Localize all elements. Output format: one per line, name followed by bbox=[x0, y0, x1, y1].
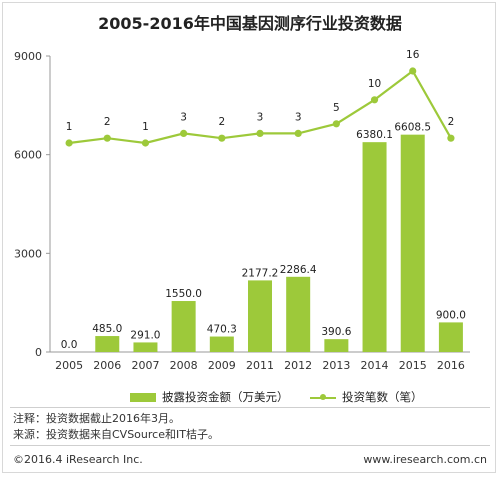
bar-value-label: 2177.2 bbox=[242, 267, 279, 279]
line-value-label: 3 bbox=[257, 111, 264, 123]
x-tick-label: 2009 bbox=[208, 359, 236, 372]
bar bbox=[324, 339, 349, 352]
line-point bbox=[447, 134, 455, 142]
line-value-label: 2 bbox=[448, 116, 455, 128]
line-value-label: 3 bbox=[180, 111, 187, 123]
bar-value-label: 291.0 bbox=[130, 329, 160, 341]
line-point bbox=[141, 139, 150, 147]
line-value-label: 1 bbox=[66, 121, 73, 133]
x-tick-label: 2011 bbox=[246, 359, 274, 372]
line-point bbox=[103, 134, 111, 142]
bar-value-label: 1550.0 bbox=[165, 288, 202, 300]
line-point bbox=[218, 134, 226, 142]
bar bbox=[95, 336, 120, 352]
legend-bar-item: 披露投资金额（万美元） bbox=[130, 389, 289, 405]
line-value-label: 16 bbox=[406, 49, 420, 61]
divider-bottom bbox=[10, 445, 490, 446]
line-point bbox=[332, 120, 340, 128]
x-tick-label: 2014 bbox=[361, 359, 389, 372]
divider-top bbox=[10, 407, 490, 408]
chart-title: 2005-2016年中国基因测序行业投资数据 bbox=[98, 14, 402, 33]
footer-website: www.iresearch.com.cn bbox=[363, 453, 487, 466]
y-tick-label: 9000 bbox=[14, 50, 42, 63]
x-tick-label: 2005 bbox=[55, 359, 83, 372]
bar-value-label: 900.0 bbox=[436, 309, 466, 321]
line-point bbox=[370, 96, 379, 104]
line-value-label: 3 bbox=[295, 111, 302, 123]
x-tick-label: 2013 bbox=[322, 359, 350, 372]
line-point bbox=[180, 129, 188, 137]
line-point bbox=[294, 129, 302, 137]
line-point bbox=[65, 139, 73, 147]
y-tick-label: 6000 bbox=[14, 149, 42, 162]
footer-copyright: ©2016.4 iResearch Inc. bbox=[13, 453, 143, 466]
x-tick-label: 2006 bbox=[93, 359, 121, 372]
bar-value-label: 6608.5 bbox=[394, 122, 431, 134]
bar-value-label: 6380.1 bbox=[356, 129, 393, 141]
bar bbox=[209, 336, 234, 352]
legend-bar-label: 披露投资金额（万美元） bbox=[162, 390, 289, 404]
bar bbox=[248, 280, 272, 352]
legend-line-label: 投资笔数（笔） bbox=[342, 390, 423, 404]
line-value-label: 10 bbox=[368, 78, 381, 90]
bar-value-label: 390.6 bbox=[321, 326, 351, 338]
bar bbox=[362, 142, 387, 352]
line-value-label: 5 bbox=[333, 102, 340, 114]
legend-bar-swatch bbox=[130, 392, 156, 402]
x-tick-label: 2007 bbox=[131, 359, 159, 372]
bar-value-label: 485.0 bbox=[92, 323, 122, 335]
note-source: 来源：投资数据来自CVSource和IT桔子。 bbox=[13, 428, 219, 441]
legend-line-item: 投资笔数（笔） bbox=[310, 389, 423, 405]
line-point bbox=[409, 67, 417, 75]
bar-value-label: 0.0 bbox=[61, 339, 78, 351]
y-tick-label: 0 bbox=[35, 346, 42, 359]
note-deadline: 注释：投资数据截止2016年3月。 bbox=[13, 412, 180, 425]
bar-value-label: 470.3 bbox=[207, 324, 237, 336]
bar bbox=[133, 342, 158, 352]
y-tick-label: 3000 bbox=[14, 247, 42, 260]
bar bbox=[400, 134, 425, 352]
x-tick-label: 2008 bbox=[170, 359, 198, 372]
x-tick-label: 2016 bbox=[437, 359, 465, 372]
bar bbox=[286, 276, 311, 352]
bar-value-label: 2286.4 bbox=[280, 264, 317, 276]
x-tick-label: 2012 bbox=[284, 359, 312, 372]
bar bbox=[438, 322, 463, 352]
line-value-label: 2 bbox=[104, 116, 111, 128]
line-value-label: 1 bbox=[142, 121, 149, 133]
line-point bbox=[256, 129, 264, 137]
legend-line-swatch bbox=[310, 393, 336, 402]
x-tick-label: 2015 bbox=[399, 359, 427, 372]
line-value-label: 2 bbox=[218, 116, 225, 128]
bar bbox=[171, 301, 196, 352]
